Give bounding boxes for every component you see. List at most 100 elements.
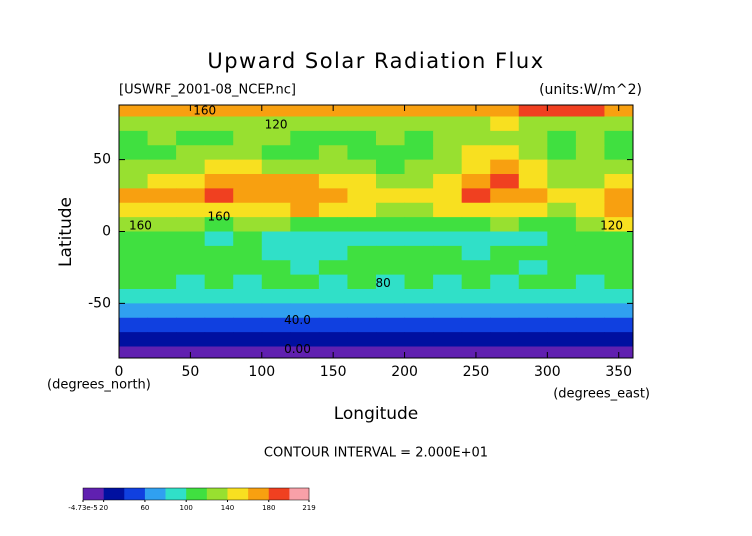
- cell: [575, 174, 605, 189]
- cell: [604, 174, 633, 189]
- cell: [461, 289, 491, 304]
- cell: [547, 145, 577, 161]
- cell: [518, 174, 548, 189]
- cell: [575, 145, 605, 161]
- cell: [433, 202, 463, 218]
- cell: [433, 332, 463, 347]
- cell: [347, 317, 377, 333]
- cell: [376, 346, 406, 358]
- x-tick-label: 200: [391, 364, 418, 380]
- cell: [119, 105, 149, 117]
- cell: [204, 202, 234, 218]
- cell: [490, 174, 520, 189]
- colorbar-swatch: [227, 488, 249, 500]
- x-tick-label: 100: [248, 364, 275, 380]
- cell: [233, 145, 263, 161]
- cell: [376, 289, 406, 304]
- cell: [261, 303, 291, 319]
- cell: [119, 130, 149, 146]
- cell: [433, 188, 463, 204]
- colorbar-tick-label: 180: [262, 504, 275, 512]
- cell: [604, 188, 633, 204]
- contour-label: 160: [193, 103, 216, 117]
- cell: [119, 303, 149, 319]
- cell: [461, 231, 491, 247]
- cell: [547, 289, 577, 304]
- cell: [261, 159, 291, 175]
- cell: [490, 303, 520, 319]
- cell: [433, 346, 463, 358]
- cell: [547, 245, 577, 261]
- cell: [461, 202, 491, 218]
- cell: [233, 303, 263, 319]
- cell: [575, 159, 605, 175]
- cell: [147, 303, 177, 319]
- colorbar-swatch: [165, 488, 187, 500]
- cell: [176, 245, 206, 261]
- cell: [119, 245, 149, 261]
- cell: [261, 231, 291, 247]
- cell: [490, 260, 520, 276]
- cell: [347, 130, 377, 146]
- cell: [547, 105, 577, 117]
- cell: [347, 260, 377, 276]
- cell: [290, 346, 320, 358]
- cell: [518, 202, 548, 218]
- cell: [233, 105, 263, 117]
- cell: [461, 116, 491, 132]
- cell: [347, 174, 377, 189]
- cell: [176, 260, 206, 276]
- colorbar-swatch: [289, 488, 310, 500]
- cell: [147, 245, 177, 261]
- cell: [518, 274, 548, 290]
- cell: [461, 145, 491, 161]
- cell: [290, 188, 320, 204]
- cell: [176, 130, 206, 146]
- cell: [518, 130, 548, 146]
- cell: [376, 116, 406, 132]
- cell: [176, 231, 206, 247]
- cell: [575, 274, 605, 290]
- cell: [176, 289, 206, 304]
- cell: [547, 260, 577, 276]
- contour-label: 160: [129, 218, 152, 232]
- cell: [290, 289, 320, 304]
- cell: [433, 274, 463, 290]
- cell: [433, 217, 463, 232]
- cell: [575, 188, 605, 204]
- cell: [376, 231, 406, 247]
- cell: [404, 105, 434, 117]
- cell: [376, 130, 406, 146]
- cell: [376, 145, 406, 161]
- cell: [204, 188, 234, 204]
- cell: [575, 202, 605, 218]
- cell: [176, 159, 206, 175]
- x-axis-label: Longitude: [334, 404, 419, 424]
- cell: [547, 317, 577, 333]
- cell: [433, 260, 463, 276]
- cell: [376, 105, 406, 117]
- cell: [347, 346, 377, 358]
- cell: [518, 346, 548, 358]
- cell: [119, 346, 149, 358]
- cell: [290, 260, 320, 276]
- contour-label: 0.00: [284, 342, 311, 356]
- cell: [233, 130, 263, 146]
- cell: [119, 116, 149, 132]
- x-tick-label: 0: [115, 364, 124, 380]
- cell: [376, 317, 406, 333]
- cell: [318, 217, 348, 232]
- cell: [176, 303, 206, 319]
- x-unit: (degrees_east): [553, 387, 650, 402]
- cell: [290, 332, 320, 347]
- cell: [490, 245, 520, 261]
- cell: [233, 188, 263, 204]
- cell: [604, 231, 633, 247]
- cell: [261, 317, 291, 333]
- cell: [575, 332, 605, 347]
- cell: [147, 346, 177, 358]
- cell: [490, 289, 520, 304]
- cell: [404, 130, 434, 146]
- cell: [147, 130, 177, 146]
- cell: [147, 217, 177, 232]
